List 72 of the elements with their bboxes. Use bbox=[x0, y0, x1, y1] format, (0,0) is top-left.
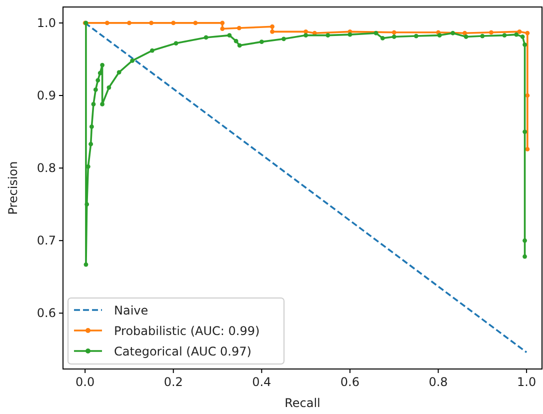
point bbox=[392, 34, 396, 39]
point bbox=[348, 32, 352, 37]
point bbox=[116, 70, 122, 74]
x-axis-title: Recall bbox=[284, 396, 320, 410]
point bbox=[480, 34, 485, 38]
point bbox=[93, 88, 98, 92]
point bbox=[326, 33, 330, 38]
point bbox=[220, 20, 225, 26]
point bbox=[84, 202, 90, 207]
point bbox=[174, 41, 178, 46]
point bbox=[502, 33, 507, 38]
point bbox=[525, 146, 530, 152]
point bbox=[522, 254, 527, 259]
point bbox=[106, 85, 112, 90]
y-axis-title: Precision bbox=[6, 161, 20, 215]
point bbox=[374, 30, 378, 36]
point bbox=[414, 34, 418, 38]
point bbox=[392, 30, 396, 35]
point bbox=[520, 34, 525, 39]
point bbox=[259, 40, 264, 44]
point bbox=[304, 29, 308, 34]
point bbox=[522, 42, 527, 47]
point bbox=[304, 33, 308, 38]
point bbox=[88, 142, 94, 146]
point bbox=[234, 38, 238, 44]
y-tick-label: 1.0 bbox=[36, 16, 56, 30]
point bbox=[270, 29, 274, 34]
point bbox=[91, 102, 96, 106]
y-tick-label: 0.6 bbox=[36, 306, 56, 320]
y-tick-label: 0.8 bbox=[36, 161, 56, 176]
point bbox=[437, 33, 442, 38]
point bbox=[150, 48, 154, 53]
point bbox=[525, 30, 530, 36]
point bbox=[104, 20, 110, 26]
x-tick-label: 0.0 bbox=[76, 375, 95, 389]
point bbox=[227, 33, 232, 38]
point bbox=[100, 102, 104, 106]
x-tick-label: 0.4 bbox=[252, 375, 272, 389]
legend-label: Probabilistic (AUC: 0.99) bbox=[114, 324, 260, 338]
point bbox=[171, 20, 176, 26]
point bbox=[525, 93, 530, 98]
point bbox=[220, 26, 225, 31]
point bbox=[127, 20, 132, 26]
point bbox=[522, 130, 527, 134]
x-tick-label: 0.8 bbox=[428, 375, 448, 389]
point bbox=[522, 238, 527, 243]
point bbox=[204, 35, 208, 40]
point bbox=[282, 36, 286, 42]
point bbox=[149, 20, 154, 26]
y-tick-label: 0.9 bbox=[36, 88, 56, 103]
x-tick-label: 0.2 bbox=[164, 375, 183, 389]
point bbox=[450, 30, 456, 36]
point bbox=[462, 30, 467, 36]
x-tick-label: 0.6 bbox=[340, 375, 360, 389]
point bbox=[489, 30, 494, 35]
point bbox=[100, 62, 104, 68]
point bbox=[236, 26, 242, 30]
point bbox=[130, 58, 135, 63]
y-tick-label: 0.7 bbox=[36, 234, 56, 248]
x-tick-label: 1.0 bbox=[517, 375, 536, 389]
legend-label: Categorical (AUC 0.97) bbox=[114, 344, 252, 358]
point bbox=[464, 34, 468, 39]
point bbox=[84, 262, 88, 267]
point bbox=[193, 20, 198, 26]
point bbox=[270, 24, 274, 29]
point bbox=[89, 124, 94, 129]
legend-label: Naive bbox=[114, 304, 148, 318]
point bbox=[237, 43, 242, 48]
point bbox=[96, 78, 100, 82]
point bbox=[380, 36, 385, 40]
point bbox=[517, 29, 522, 34]
point bbox=[514, 32, 519, 37]
